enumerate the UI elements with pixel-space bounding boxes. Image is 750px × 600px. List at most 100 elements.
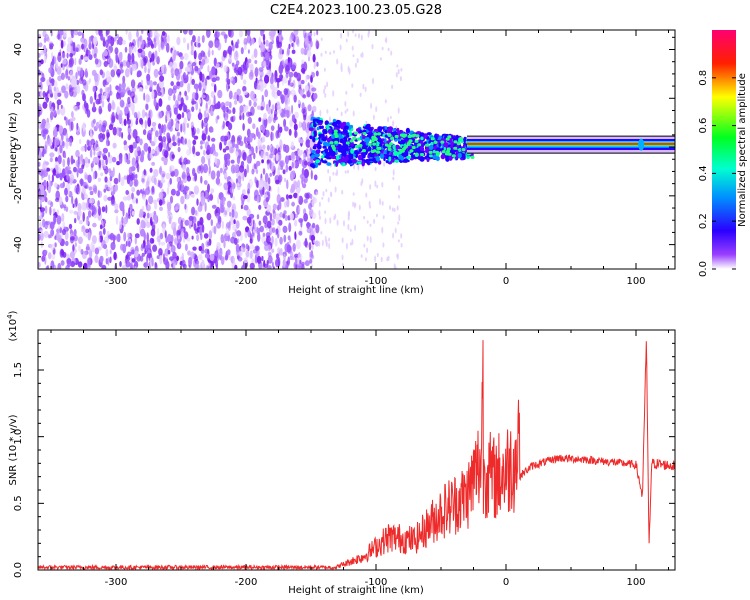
heatmap-cell [231,40,234,46]
heatmap-cell [334,186,337,193]
heatmap-cell [426,157,430,162]
heatmap-cell [369,205,372,209]
snr-scale-label: (x104) [6,310,19,341]
heatmap-cell [291,171,296,179]
heatmap-cell [84,156,89,164]
heatmap-cell [246,216,252,224]
heatmap-cell [158,111,164,119]
heatmap-cell [118,52,123,62]
heatmap-cell [71,195,74,205]
heatmap-cell [187,42,190,51]
spectrogram-ylabel: Frequency (Hz) [8,112,19,188]
heatmap-cell [226,207,231,213]
heatmap-cell [192,139,197,146]
heatmap-cell [82,181,88,187]
heatmap-cell [320,52,323,57]
heatmap-cell [121,81,126,89]
heatmap-cell [169,165,175,172]
heatmap-cell [39,221,42,229]
heatmap-cell [211,77,217,83]
heatmap-cell [398,185,401,192]
heatmap-cell [67,157,70,167]
heatmap-cell [366,247,369,253]
heatmap-cell [315,159,321,164]
heatmap-cell [162,136,167,143]
heatmap-cell [211,143,216,151]
heatmap-cell [140,79,144,86]
heatmap-cell [101,264,107,269]
heatmap-cell [329,141,334,145]
heatmap-cell [166,187,170,195]
heatmap-cell [101,100,105,108]
heatmap-cell [97,189,100,198]
heatmap-cell [263,117,268,127]
heatmap-cell [139,208,144,218]
heatmap-cell [334,134,339,138]
heatmap-cell [134,173,138,179]
heatmap-cell [85,49,91,56]
heatmap-cell [228,30,232,38]
heatmap-cell [235,243,240,253]
heatmap-cell [339,44,342,51]
heatmap-cell [69,251,75,259]
heatmap-cell [74,242,77,247]
heatmap-cell [268,177,271,185]
heatmap-cell [149,80,153,90]
heatmap-cell [207,50,211,58]
heatmap-cell [175,71,181,81]
heatmap-cell [239,165,245,173]
heatmap-cell [64,153,67,159]
heatmap-cell [235,151,239,157]
heatmap-cell [456,142,461,146]
heatmap-cell [40,51,44,56]
heatmap-cell [74,57,77,66]
heatmap-cell [80,67,84,78]
heatmap-cell [154,262,157,268]
heatmap-cell [312,136,316,143]
heatmap-cell [332,90,335,97]
heatmap-cell [332,171,335,176]
heatmap-cell [253,152,256,160]
heatmap-cell [201,224,205,233]
heatmap-cell [195,101,199,111]
heatmap-cell [354,62,357,68]
heatmap-cell [156,227,160,237]
heatmap-cell [43,170,48,177]
heatmap-cell [420,136,424,141]
heatmap-cell [127,232,131,239]
heatmap-cell [285,194,289,200]
heatmap-cell [53,137,58,147]
heatmap-cell [59,144,63,154]
heatmap-cell [78,58,82,65]
heatmap-cell [202,163,209,174]
heatmap-cell [84,143,87,153]
heatmap-cell [373,132,378,136]
heatmap-cell [460,139,464,144]
heatmap-cell [396,205,399,211]
heatmap-cell [153,68,159,78]
heatmap-cell [447,152,452,156]
heatmap-cell [301,176,304,186]
heatmap-cell [384,99,387,104]
heatmap-cell [310,169,313,180]
heatmap-cell [167,233,172,244]
heatmap-cell [184,90,188,97]
heatmap-cell [121,88,126,95]
heatmap-cell [158,248,163,256]
heatmap-cell [263,259,266,268]
heatmap-cell [376,150,381,154]
heatmap-cell [124,154,127,164]
heatmap-cell [192,167,196,177]
heatmap-cell [326,81,329,88]
heatmap-cell [165,172,171,180]
heatmap-cell [98,150,102,156]
heatmap-cell [348,210,350,217]
heatmap-cell [264,89,269,98]
heatmap-cell [126,195,132,201]
heatmap-cell [142,129,147,136]
heatmap-cell [426,132,432,136]
heatmap-cell [270,131,273,142]
heatmap-cell [412,133,417,137]
heatmap-cell [403,133,408,137]
heatmap-cell [372,77,374,85]
